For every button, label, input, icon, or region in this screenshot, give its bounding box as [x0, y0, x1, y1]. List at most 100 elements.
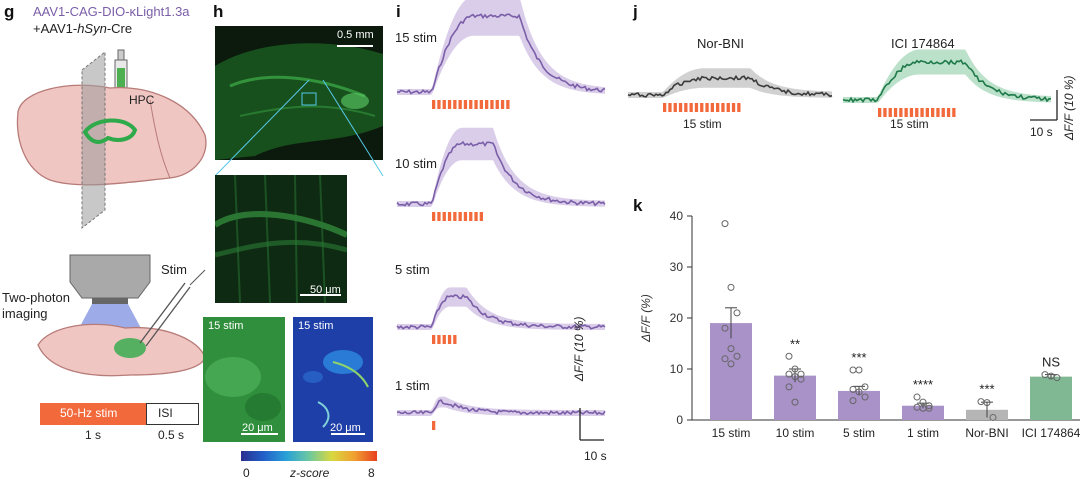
protocol-stim-duration: 1 s: [85, 428, 102, 442]
significance-label: NS: [1042, 355, 1060, 370]
protocol-isi-box: [146, 403, 199, 425]
trace-10-stim-stim-pulse: [469, 212, 473, 221]
data-point: [925, 404, 933, 412]
fluorescence-image: [203, 317, 285, 442]
trace-10-stim-stim-pulse: [432, 212, 436, 221]
scale-x-10s-j: 10 s: [1030, 125, 1053, 139]
significance-label: **: [790, 336, 800, 351]
bar-10-stim: [774, 375, 816, 420]
trace-5-stim-sem-shading: [397, 287, 605, 330]
trace-label-5: 5 stim: [395, 262, 430, 277]
data-point: [727, 345, 735, 353]
colorbar-label-text: z-score: [290, 466, 330, 480]
scale-20um-right: 20 μm: [330, 422, 361, 434]
nor-bni-trace-stim-pulse: [663, 103, 667, 112]
stim-label: Stim: [161, 262, 187, 277]
panel-g-label: g: [4, 2, 15, 21]
trace-10-stim-stim-pulse: [447, 212, 452, 221]
significance-label: ***: [979, 382, 994, 397]
colorbar-max: 8: [368, 466, 375, 480]
data-point: [727, 283, 735, 291]
trace-10-stim-sem-shading: [397, 127, 605, 207]
bar-15-stim: [710, 323, 752, 420]
fluorescence-title: 15 stim: [208, 320, 244, 332]
trace-15-stim-stim-pulse: [485, 100, 489, 109]
data-point: [785, 352, 793, 360]
panel-h-label: h: [213, 2, 224, 21]
trace-5-stim-stim-pulse: [432, 335, 436, 344]
data-point: [855, 388, 863, 396]
ici-stim-label: 15 stim: [890, 117, 929, 131]
ici-trace-sem-shading: [843, 49, 1051, 103]
nor-bni-trace-stim-pulse: [710, 103, 714, 112]
ici-trace-stim-pulse: [915, 108, 919, 117]
data-point: [797, 375, 805, 383]
ici-trace-stim-pulse: [888, 108, 892, 117]
nor-bni-trace-sem-shading: [628, 68, 832, 98]
nor-bni-trace-stim-pulse: [716, 103, 720, 112]
scale-0-5mm: 0.5 mm: [337, 29, 374, 41]
data-point: [727, 360, 735, 368]
ici-trace-stim-pulse: [925, 108, 929, 117]
response-bar-chart: 0 10 20 30 40 ΔF/F (%) 15 stim ** 10 stim *** 5 st…: [639, 209, 1080, 440]
data-point: [797, 370, 805, 378]
trace-15-stim-stim-pulse: [474, 100, 478, 109]
scale-50um: 50 μm: [310, 284, 341, 296]
nor-bni-trace-stim-pulse: [705, 103, 709, 112]
data-point: [791, 365, 799, 373]
trace-10-stim-stim-pulse: [479, 212, 483, 221]
trace-10-stim-stim-pulse: [474, 212, 478, 221]
colorbar-min: 0: [243, 466, 250, 480]
construct-cre-suffix: -Cre: [106, 21, 133, 36]
trace-15-stim-stim-pulse: [479, 100, 483, 109]
data-point: [791, 398, 799, 406]
y-tick-label: 40: [670, 209, 684, 223]
construct-cre: +AAV1-hSyn-Cre: [33, 21, 132, 36]
ici-trace-stim-pulse: [899, 108, 903, 117]
zscore-colorbar: [241, 451, 377, 461]
nor-bni-stim-label: 15 stim: [683, 117, 722, 131]
ici-trace-stim-pulse: [878, 108, 882, 117]
data-point: [849, 385, 857, 393]
construct-cre-prefix: +AAV1-: [33, 21, 78, 36]
trace-5-stim-stim-pulse: [437, 335, 441, 344]
nor-bni-trace-stim-pulse: [694, 103, 699, 112]
nor-bni-trace-stim-pulse: [737, 103, 741, 112]
scale-y-dff-j: ΔF/F (10 %): [1062, 75, 1076, 140]
nor-bni-title: Nor-BNI: [697, 36, 744, 51]
trace-5-stim-stim-pulse: [447, 335, 452, 344]
trace-15-stim-stim-pulse: [447, 100, 452, 109]
data-point: [1053, 374, 1061, 382]
scale-20um-left: 20 μm: [242, 422, 273, 434]
cell-closeup-image: [215, 175, 347, 303]
zscore-map-image: [293, 317, 373, 442]
trace-10-stim-stim-pulse: [442, 212, 446, 221]
stimulus-traces: [396, 0, 606, 441]
category-label: 5 stim: [843, 426, 875, 440]
nor-bni-trace-stim-pulse: [700, 103, 704, 112]
trace-15-stim-stim-pulse: [442, 100, 446, 109]
trace-label-1: 1 stim: [395, 378, 430, 393]
trace-15-stim-stim-pulse: [490, 100, 494, 109]
trace-15-stim-mean-line: [396, 13, 606, 95]
nor-bni-trace-stim-pulse: [721, 103, 725, 112]
trace-5-stim-stim-pulse: [442, 335, 446, 344]
trace-15-stim-stim-pulse: [453, 100, 457, 109]
ici-trace-stim-pulse: [909, 108, 914, 117]
protocol-isi-text: ISI: [158, 406, 173, 420]
nor-bni-trace-stim-pulse: [678, 103, 683, 112]
protocol-stim-text: 50-Hz stim: [60, 406, 118, 420]
data-point: [989, 413, 997, 421]
y-axis-label: ΔF/F (%): [639, 294, 653, 343]
construct-cre-promoter: hSyn: [77, 21, 107, 36]
bar-ici-174864: [1030, 376, 1072, 420]
data-point: [977, 398, 985, 406]
two-photon-label: Two-photon: [2, 290, 70, 305]
y-tick-label: 20: [670, 311, 684, 325]
category-label: 10 stim: [776, 426, 815, 440]
significance-label: ****: [913, 377, 933, 392]
data-point: [913, 393, 921, 401]
ici-trace-stim-pulse: [883, 108, 887, 117]
ici-trace-stim-pulse: [893, 108, 898, 117]
ici-trace-stim-pulse: [941, 108, 945, 117]
